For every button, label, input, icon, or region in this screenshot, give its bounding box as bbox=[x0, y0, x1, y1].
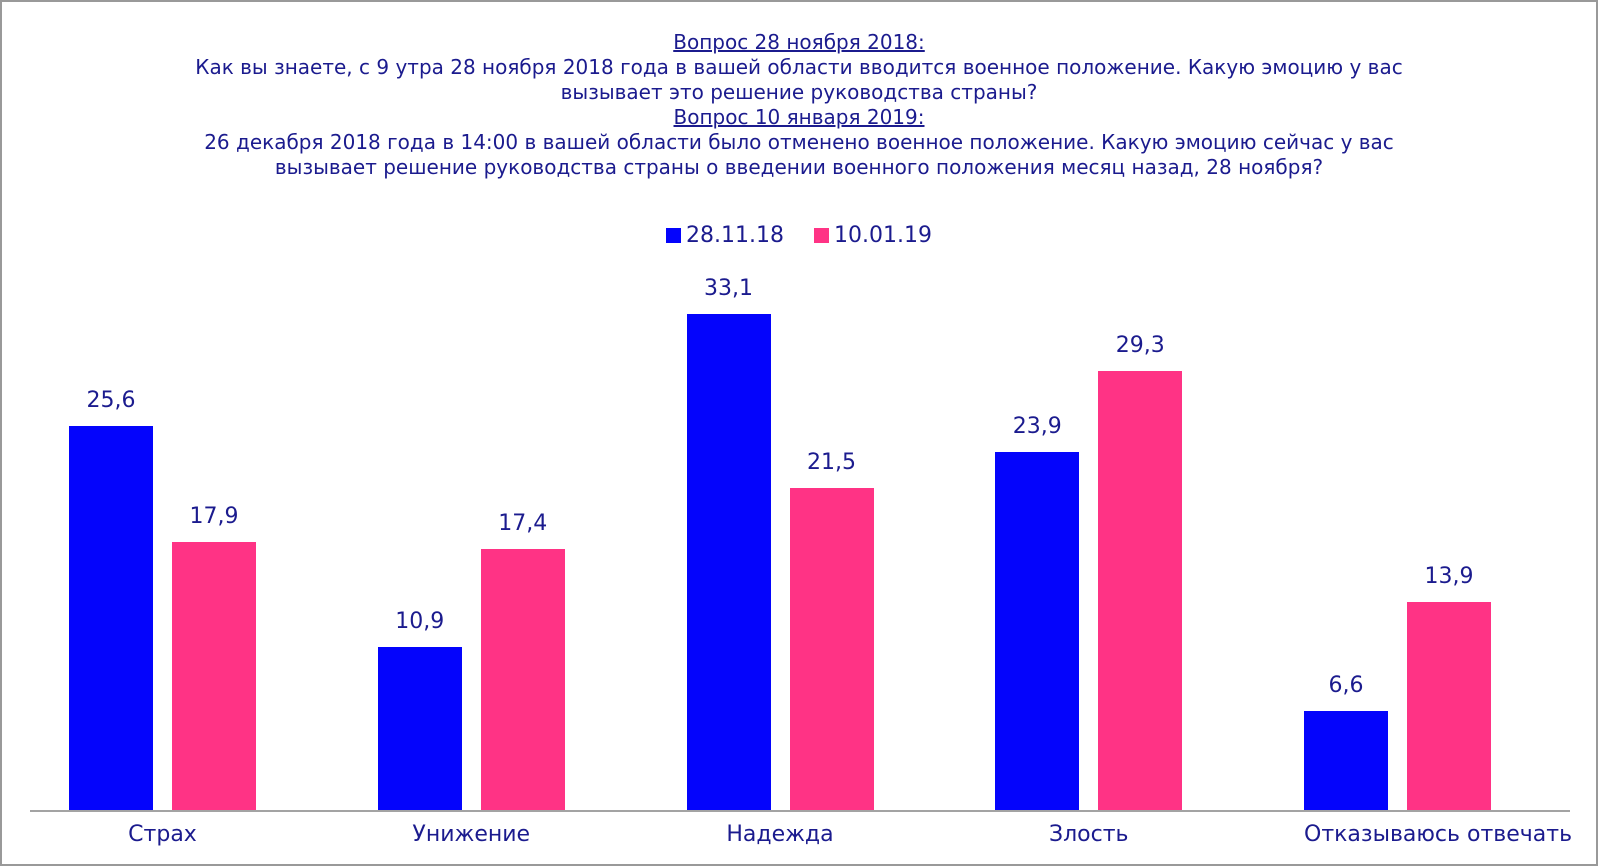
bar-28.11.18-Злость bbox=[995, 451, 1080, 810]
x-axis-label-2: Унижение bbox=[412, 822, 531, 847]
bar-column-series1-cat3: 33,1 bbox=[686, 275, 771, 810]
bar-column-series1-cat2: 10,9 bbox=[377, 608, 462, 810]
bar-10.01.19-Отказываюсь отвечать bbox=[1407, 601, 1491, 810]
question-2-text: 26 декабря 2018 года в 14:00 в вашей обл… bbox=[204, 130, 1394, 179]
bar-group-5: 6,6 13,9 bbox=[1304, 563, 1491, 810]
bar-value-label: 13,9 bbox=[1424, 563, 1474, 589]
bar-column-series2-cat1: 17,9 bbox=[172, 503, 256, 810]
legend-item-28-11-18: 28.11.18 bbox=[666, 223, 784, 248]
bar-value-label: 29,3 bbox=[1115, 332, 1165, 358]
bar-10.01.19-Унижение bbox=[480, 549, 565, 810]
bar-value-label: 25,6 bbox=[86, 388, 136, 413]
x-axis-label-1: Страх bbox=[128, 822, 197, 847]
bar-column-series1-cat1: 25,6 bbox=[69, 388, 153, 810]
bar-group-1: 25,6 17,9 bbox=[69, 388, 256, 810]
legend-label-10-01-19: 10.01.19 bbox=[834, 222, 932, 248]
bar-10.01.19-Надежда bbox=[789, 487, 874, 810]
bar-10.01.19-Страх bbox=[172, 541, 256, 810]
bar-column-series1-cat5: 6,6 bbox=[1304, 673, 1388, 810]
bar-10.01.19-Злость bbox=[1098, 370, 1183, 810]
legend-label-28-11-18: 28.11.18 bbox=[686, 222, 784, 248]
bar-28.11.18-Унижение bbox=[377, 646, 462, 810]
bar-28.11.18-Отказываюсь отвечать bbox=[1304, 711, 1388, 810]
x-axis-label-3: Надежда bbox=[726, 822, 834, 847]
question-2-header: Вопрос 10 января 2019: bbox=[673, 105, 925, 129]
bar-value-label: 23,9 bbox=[1012, 413, 1062, 439]
chart-title: Вопрос 28 ноября 2018: Как вы знаете, с … bbox=[2, 30, 1596, 180]
plot-area: 25,6 17,9 10,9 17,4 33,1 21,5 23,9 29,3 6,6 13,9 bbox=[2, 276, 1596, 810]
legend: 28.11.18 10.01.19 bbox=[2, 222, 1596, 248]
bar-column-series2-cat2: 17,4 bbox=[480, 511, 565, 810]
bar-value-label: 21,5 bbox=[807, 449, 856, 475]
bar-value-label: 17,9 bbox=[189, 503, 239, 529]
bar-column-series2-cat5: 13,9 bbox=[1407, 563, 1491, 810]
bar-column-series1-cat4: 23,9 bbox=[995, 413, 1080, 810]
bar-group-2: 10,9 17,4 bbox=[377, 511, 565, 810]
legend-swatch-pink-icon bbox=[814, 227, 829, 243]
x-axis-labels: Страх Унижение Надежда Злость Отказываюсь от… bbox=[2, 822, 1596, 847]
bar-column-series2-cat4: 29,3 bbox=[1098, 332, 1183, 810]
bar-value-label: 33,1 bbox=[704, 275, 753, 301]
bar-column-series2-cat3: 21,5 bbox=[789, 449, 874, 810]
legend-item-10-01-19: 10.01.19 bbox=[814, 223, 932, 248]
bar-28.11.18-Надежда bbox=[686, 313, 771, 810]
x-axis-label-5: Отказываюсь отвечать bbox=[1304, 822, 1573, 847]
bar-value-label: 6,6 bbox=[1328, 673, 1364, 698]
bar-value-label: 10,9 bbox=[395, 608, 445, 634]
bar-value-label: 17,4 bbox=[498, 511, 548, 536]
legend-swatch-blue-icon bbox=[666, 227, 682, 243]
x-axis-label-4: Злость bbox=[1048, 822, 1129, 847]
question-1-text: Как вы знаете, с 9 утра 28 ноября 2018 г… bbox=[195, 55, 1403, 104]
question-1-header: Вопрос 28 ноября 2018: bbox=[673, 30, 925, 54]
bar-group-3: 33,1 21,5 bbox=[686, 275, 874, 810]
x-axis-line bbox=[30, 810, 1570, 812]
bar-28.11.18-Страх bbox=[69, 426, 153, 810]
bar-group-4: 23,9 29,3 bbox=[995, 332, 1183, 810]
